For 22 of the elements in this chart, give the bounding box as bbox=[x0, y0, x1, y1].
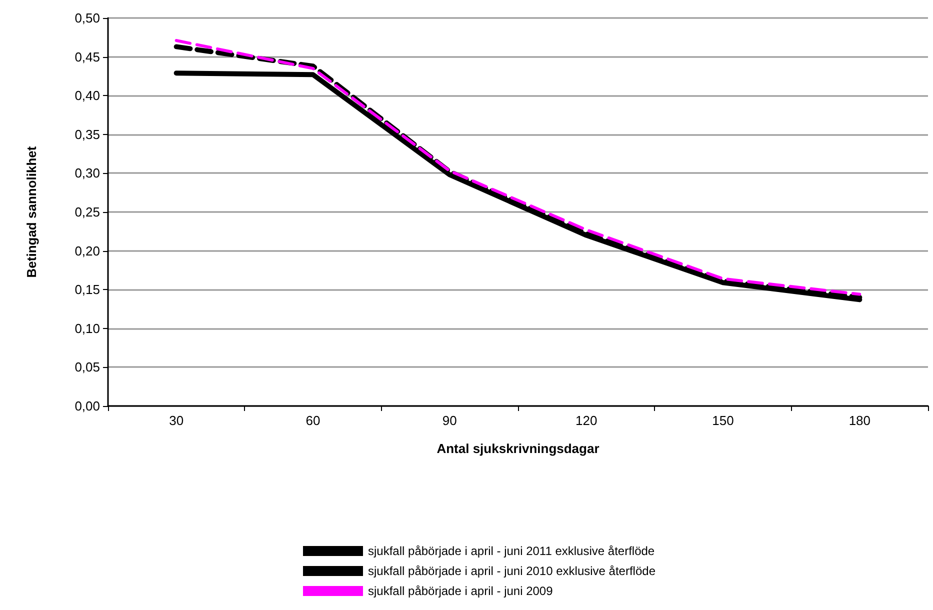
x-tick-label: 30 bbox=[169, 413, 184, 428]
legend-label: sjukfall påbörjade i april - juni 2010 exklusive återflöde bbox=[368, 564, 656, 578]
x-tick-label: 90 bbox=[442, 413, 457, 428]
y-tick-label: 0,45 bbox=[74, 49, 100, 64]
x-tick-label: 180 bbox=[848, 413, 871, 428]
y-tick-label: 0,35 bbox=[74, 126, 100, 142]
y-tick-label: 0,30 bbox=[74, 166, 100, 181]
y-tick-label: 0,25 bbox=[74, 204, 100, 220]
x-tick-label: 120 bbox=[575, 413, 598, 428]
y-axis-title: Betingad sannolikhet bbox=[24, 146, 39, 278]
y-tick-label: 0,05 bbox=[74, 360, 100, 375]
y-tick-label: 0,15 bbox=[74, 282, 100, 298]
y-tick-label: 0,40 bbox=[74, 88, 100, 104]
legend-label: sjukfall påbörjade i april - juni 2009 bbox=[368, 584, 554, 598]
y-tick-label: 0,00 bbox=[74, 398, 100, 414]
y-tick-label: 0,20 bbox=[74, 243, 100, 258]
x-tick-label: 60 bbox=[306, 413, 320, 428]
x-tick-label: 150 bbox=[712, 413, 734, 428]
legend-label: sjukfall påbörjade i april - juni 2011 exklusive återflöde bbox=[368, 544, 655, 558]
y-tick-label: 0,50 bbox=[74, 10, 100, 26]
x-axis-title: Antal sjukskrivningsdagar bbox=[436, 441, 600, 456]
y-tick-label: 0,10 bbox=[74, 320, 100, 336]
